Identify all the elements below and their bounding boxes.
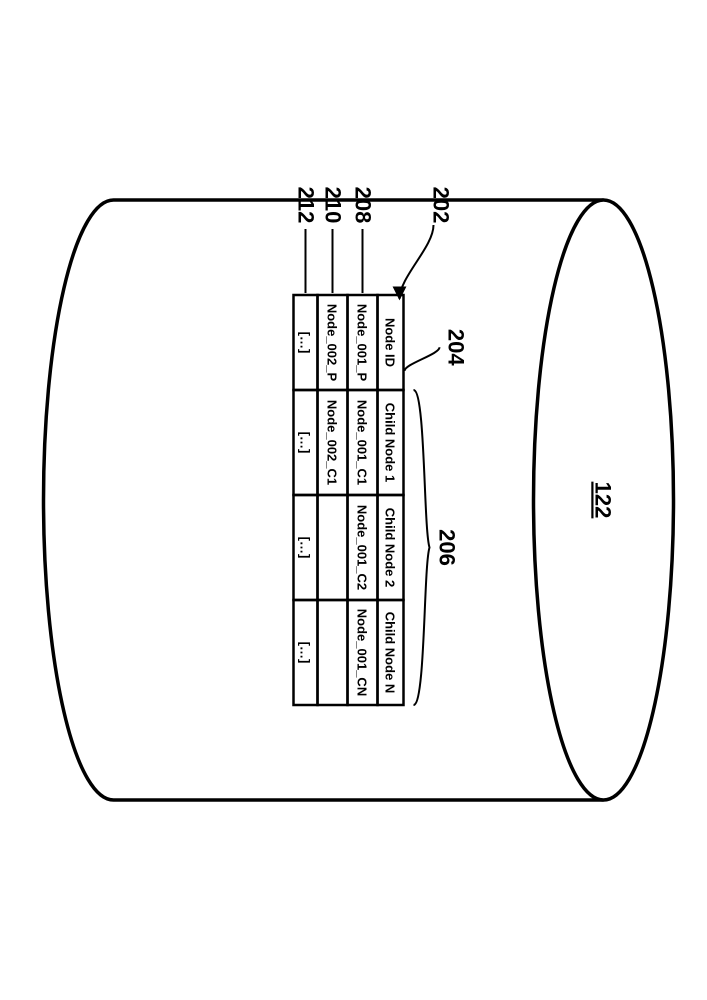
brace [414, 390, 430, 705]
leader-line [405, 347, 440, 371]
leader-line [400, 225, 434, 299]
cylinder-bottom [44, 200, 114, 800]
table-cell-label: […] [298, 432, 313, 454]
ref-label: 208 [351, 187, 376, 224]
table-cell [318, 600, 348, 705]
ref-label: 210 [321, 187, 346, 224]
table-cell-label: Node_001_CN [355, 609, 370, 696]
table-cell-label: Node_001_C2 [355, 505, 370, 590]
ref-label: 204 [444, 329, 469, 366]
table-cell-label: Node_001_C1 [355, 400, 370, 485]
table-header-label: Node ID [383, 318, 398, 367]
table-cell [318, 495, 348, 600]
ref-label: 212 [294, 187, 319, 224]
table-cell-label: […] [298, 642, 313, 664]
ref-label: 206 [435, 529, 460, 566]
table-cell-label: […] [298, 537, 313, 559]
db-label: 122 [591, 482, 616, 519]
table-header-label: Child Node 1 [383, 403, 398, 482]
table-cell-label: Node_002_P [325, 304, 340, 382]
table-header-label: Child Node N [383, 612, 398, 694]
table-cell-label: Node_001_P [355, 304, 370, 382]
table-header-label: Child Node 2 [383, 508, 398, 587]
table-cell-label: Node_002_C1 [325, 400, 340, 485]
table-cell-label: […] [298, 332, 313, 354]
ref-label: 202 [429, 187, 454, 224]
